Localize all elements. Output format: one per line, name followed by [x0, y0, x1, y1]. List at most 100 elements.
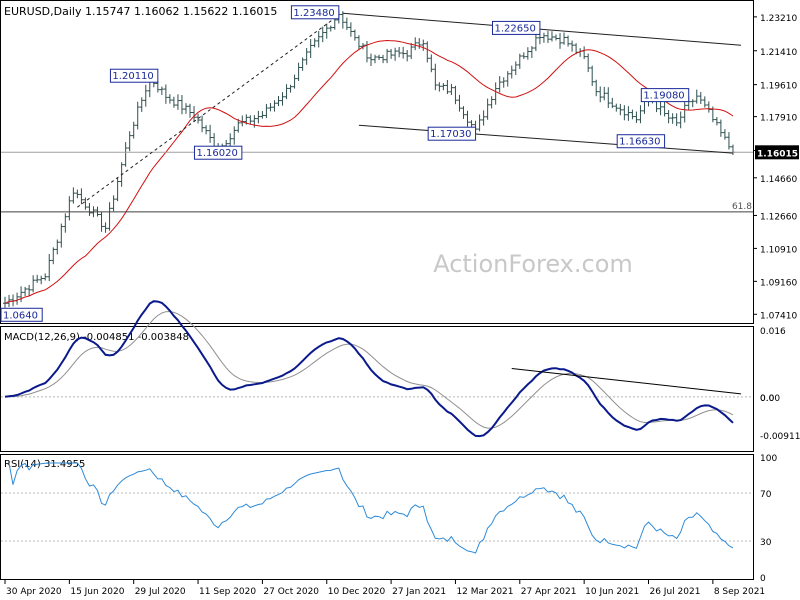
ohlc-bar	[67, 196, 72, 221]
ohlc-bar	[171, 96, 176, 108]
ohlc-bar	[509, 65, 514, 79]
rsi-title: RSI(14) 31.4955	[4, 459, 85, 470]
ohlc-bar	[179, 94, 184, 115]
price-panel-frame	[0, 0, 754, 324]
price-label: 1.23480	[290, 5, 340, 20]
axes: 1.232101.214101.196101.179101.161101.146…	[4, 14, 800, 597]
ohlc-bar	[131, 121, 136, 139]
rsi-series	[1, 462, 753, 554]
rsi-tick-label: 0	[760, 574, 766, 584]
ohlc-bar	[598, 86, 603, 103]
price-label: 1.16630	[616, 134, 666, 149]
macd-line	[4, 300, 734, 438]
x-tick-label: 26 Jul 2021	[649, 587, 700, 597]
ohlc-bar	[481, 110, 486, 126]
x-tick-label: 27 Oct 2020	[263, 587, 319, 597]
macd-tick-label: 0.016	[760, 327, 786, 337]
ohlc-bar	[312, 38, 317, 48]
y-tick-label: 1.19610	[760, 82, 797, 92]
fib-level-label: 61.8	[732, 202, 752, 212]
ohlc-bar	[461, 106, 466, 119]
ohlc-bar	[533, 33, 538, 52]
ohlc-bar	[722, 129, 727, 140]
price-label: 1.0640	[0, 307, 43, 322]
ohlc-bar	[59, 223, 64, 248]
ohlc-bar	[7, 294, 12, 307]
ohlc-bar	[43, 273, 48, 281]
rsi-tick-label: 100	[760, 454, 777, 464]
ohlc-bar	[517, 53, 522, 69]
macd-series	[1, 300, 753, 438]
ohlc-bar	[163, 84, 168, 104]
ohlc-bar	[594, 79, 599, 97]
ohlc-bar	[296, 62, 301, 81]
ohlc-bar	[344, 17, 349, 30]
price-label-text: 1.17030	[430, 129, 471, 140]
ohlc-bar	[356, 35, 361, 50]
ohlc-bar	[300, 57, 305, 71]
ohlc-bar	[706, 101, 711, 113]
ohlc-bar	[15, 292, 20, 305]
ohlc-bar	[107, 202, 112, 231]
ohlc-bar	[143, 84, 148, 107]
ohlc-bar	[284, 84, 289, 100]
ohlc-bar	[99, 212, 104, 232]
x-tick-label: 27 Jan 2021	[392, 587, 446, 597]
rsi-tick-label: 70	[760, 490, 772, 500]
channel-bottom-trendline	[358, 124, 733, 154]
ohlc-bar	[429, 54, 434, 73]
price-label: 1.22650	[492, 20, 541, 35]
ohlc-bar	[698, 92, 703, 105]
ohlc-bar	[23, 286, 28, 296]
ohlc-bar	[726, 132, 731, 150]
ohlc-bar	[11, 294, 16, 307]
y-tick-label: 1.17910	[760, 114, 797, 124]
ohlc-bar	[558, 33, 563, 49]
ohlc-bar	[264, 103, 269, 119]
ohlc-bar	[634, 111, 639, 124]
y-tick-label: 1.14660	[760, 175, 797, 185]
ohlc-bar	[381, 54, 386, 64]
ohlc-bar	[505, 71, 510, 87]
price-label-box	[616, 134, 666, 149]
ohlc-bar	[204, 125, 209, 135]
macd-tick-label: 0.0	[760, 394, 775, 404]
ohlc-bar	[529, 46, 534, 59]
price-label-box	[492, 20, 541, 35]
ohlc-bar	[167, 94, 172, 104]
ohlc-bar	[55, 239, 60, 255]
macd-panel-frame	[0, 326, 754, 452]
ohlc-bar	[196, 113, 201, 124]
macd-signal-line	[4, 310, 734, 429]
ohlc-bar	[208, 124, 213, 143]
ohlc-bar	[433, 63, 438, 91]
macd-tick-label: 0.00	[760, 394, 780, 404]
ohlc-bar	[155, 81, 160, 93]
y-tick-label: 1.23210	[760, 14, 797, 24]
ohlc-bar	[630, 109, 635, 120]
ohlc-bar	[437, 82, 442, 92]
price-label-text: 1.23480	[293, 8, 334, 19]
ohlc-bar	[618, 103, 623, 116]
price-label-box	[290, 5, 340, 20]
ohlc-bar	[280, 92, 285, 106]
ohlc-bar	[352, 29, 357, 41]
price-label-box	[109, 68, 159, 83]
ohlc-bar	[714, 116, 719, 126]
ohlc-bar	[393, 47, 398, 61]
x-tick-label: 11 Sep 2020	[199, 587, 256, 597]
ohlc-bar	[276, 96, 281, 107]
price-label: 1.16020	[193, 145, 243, 160]
rsi-tick-label: 30	[760, 538, 772, 548]
ohlc-bar	[525, 47, 530, 60]
ohlc-bar	[449, 83, 454, 96]
ohlc-bar	[368, 53, 373, 66]
chart-header: EURUSD,Daily 1.15747 1.16062 1.15622 1.1…	[4, 5, 277, 18]
price-label-text: 1.16630	[619, 137, 660, 148]
ohlc-bar	[674, 113, 679, 127]
ohlc-bar	[79, 188, 84, 205]
rsi-panel-frame	[0, 454, 754, 580]
ohlc-bar	[75, 189, 80, 199]
ohlc-bar	[493, 82, 498, 105]
ohlc-bar	[175, 94, 180, 110]
